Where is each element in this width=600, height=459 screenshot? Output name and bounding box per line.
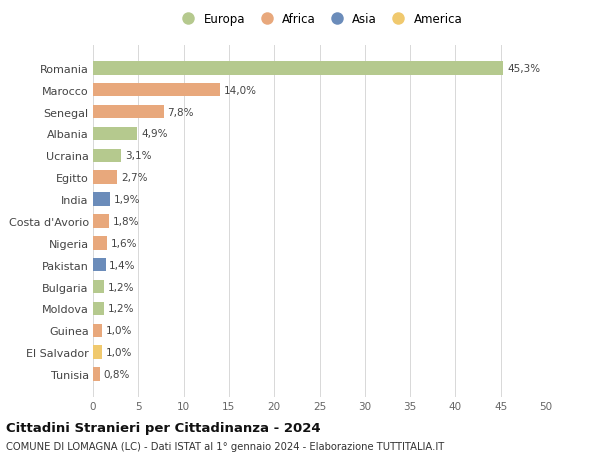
Text: 1,2%: 1,2% [107, 282, 134, 292]
Text: COMUNE DI LOMAGNA (LC) - Dati ISTAT al 1° gennaio 2024 - Elaborazione TUTTITALIA: COMUNE DI LOMAGNA (LC) - Dati ISTAT al 1… [6, 441, 444, 451]
Text: 3,1%: 3,1% [125, 151, 151, 161]
Text: 45,3%: 45,3% [507, 64, 540, 73]
Text: 2,7%: 2,7% [121, 173, 148, 183]
Bar [93, 368, 100, 381]
Text: 1,0%: 1,0% [106, 325, 132, 336]
Text: 1,4%: 1,4% [109, 260, 136, 270]
Bar [93, 193, 110, 207]
Text: Cittadini Stranieri per Cittadinanza - 2024: Cittadini Stranieri per Cittadinanza - 2… [6, 421, 320, 434]
Text: 14,0%: 14,0% [223, 85, 256, 95]
Bar [93, 171, 118, 185]
Text: 0,8%: 0,8% [104, 369, 130, 379]
Text: 1,8%: 1,8% [113, 217, 139, 226]
Bar [93, 106, 164, 119]
Bar [93, 280, 104, 294]
Text: 1,6%: 1,6% [111, 238, 137, 248]
Bar [93, 346, 102, 359]
Bar [93, 62, 503, 75]
Bar [93, 84, 220, 97]
Bar [93, 149, 121, 163]
Bar [93, 236, 107, 250]
Text: 4,9%: 4,9% [141, 129, 167, 139]
Text: 7,8%: 7,8% [167, 107, 194, 118]
Bar [93, 324, 102, 337]
Bar [93, 127, 137, 141]
Text: 1,2%: 1,2% [107, 304, 134, 314]
Bar [93, 302, 104, 316]
Bar [93, 258, 106, 272]
Bar [93, 215, 109, 228]
Text: 1,0%: 1,0% [106, 347, 132, 358]
Legend: Europa, Africa, Asia, America: Europa, Africa, Asia, America [176, 13, 463, 26]
Text: 1,9%: 1,9% [114, 195, 140, 205]
